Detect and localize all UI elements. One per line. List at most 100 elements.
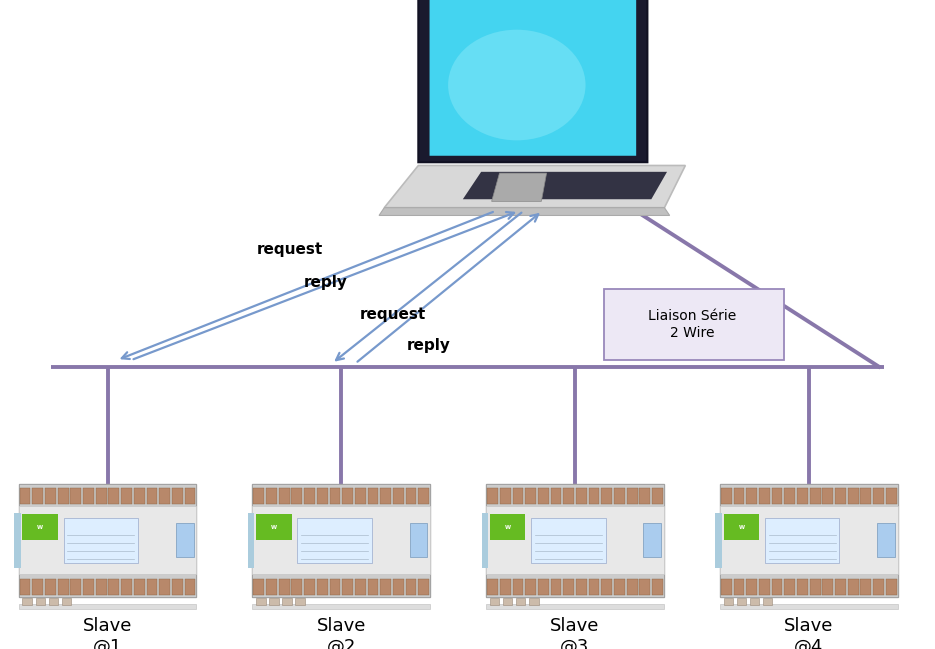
Text: W: W	[37, 525, 43, 530]
Bar	[614, 579, 625, 595]
Bar	[122, 579, 132, 595]
FancyBboxPatch shape	[604, 289, 784, 360]
FancyArrowPatch shape	[134, 212, 514, 359]
Bar	[292, 579, 302, 595]
Bar	[147, 488, 157, 504]
Bar	[516, 598, 525, 605]
Bar	[576, 488, 587, 504]
Bar	[45, 579, 56, 595]
Bar	[797, 488, 808, 504]
Bar	[20, 579, 31, 595]
Bar	[418, 579, 429, 595]
Bar	[771, 579, 783, 595]
Bar	[873, 488, 884, 504]
Bar	[253, 488, 265, 504]
Bar	[122, 488, 132, 504]
Bar	[83, 579, 94, 595]
Bar	[652, 488, 663, 504]
Bar	[304, 579, 315, 595]
Bar	[503, 598, 512, 605]
Bar	[643, 523, 661, 557]
Bar	[83, 488, 94, 504]
Bar	[367, 488, 379, 504]
Text: Liaison Série
2 Wire: Liaison Série 2 Wire	[648, 310, 736, 339]
Polygon shape	[379, 208, 669, 215]
Bar	[551, 579, 561, 595]
Bar	[860, 488, 871, 504]
Bar	[266, 488, 277, 504]
Bar	[134, 579, 145, 595]
Bar	[342, 488, 353, 504]
Bar	[252, 604, 430, 609]
Bar	[282, 598, 292, 605]
Bar	[22, 598, 32, 605]
Bar	[490, 598, 499, 605]
Bar	[486, 484, 664, 506]
Bar	[406, 579, 416, 595]
Bar	[70, 579, 81, 595]
Text: Slave
@3: Slave @3	[551, 617, 599, 649]
Bar	[256, 515, 292, 540]
Bar	[551, 488, 561, 504]
Bar	[885, 488, 897, 504]
Bar	[720, 574, 898, 597]
Bar	[487, 488, 498, 504]
Bar	[297, 519, 372, 563]
Bar	[20, 488, 31, 504]
Bar	[724, 598, 733, 605]
Bar	[525, 488, 536, 504]
Polygon shape	[384, 165, 685, 208]
Bar	[256, 598, 266, 605]
Bar	[393, 488, 404, 504]
Bar	[860, 579, 871, 595]
Bar	[563, 488, 574, 504]
Bar	[848, 488, 858, 504]
Bar	[737, 598, 746, 605]
Bar	[317, 488, 327, 504]
Bar	[252, 574, 430, 597]
Polygon shape	[418, 0, 647, 162]
Bar	[279, 488, 290, 504]
Bar	[784, 488, 795, 504]
Bar	[134, 488, 145, 504]
FancyArrowPatch shape	[336, 213, 522, 360]
Bar	[746, 488, 757, 504]
Bar	[295, 598, 305, 605]
Text: request: request	[360, 307, 426, 323]
Bar	[172, 579, 182, 595]
Bar	[108, 579, 120, 595]
Bar	[410, 523, 427, 557]
Bar	[159, 488, 170, 504]
Bar	[355, 488, 366, 504]
Bar	[176, 523, 194, 557]
Bar	[64, 519, 138, 563]
Bar	[640, 579, 650, 595]
Bar	[763, 598, 772, 605]
Text: request: request	[257, 242, 324, 258]
Bar	[253, 579, 265, 595]
Bar	[482, 513, 488, 567]
Bar	[62, 598, 71, 605]
Bar	[720, 604, 898, 609]
Bar	[22, 515, 58, 540]
Bar	[734, 488, 744, 504]
Bar	[589, 488, 599, 504]
Bar	[759, 488, 770, 504]
Bar	[36, 598, 45, 605]
Bar	[19, 604, 196, 609]
Bar	[724, 515, 759, 540]
Bar	[512, 579, 524, 595]
Bar	[750, 598, 759, 605]
Bar	[576, 579, 587, 595]
Bar	[367, 579, 379, 595]
Text: reply: reply	[304, 275, 348, 290]
Bar	[720, 484, 898, 506]
Bar	[614, 488, 625, 504]
Bar	[45, 488, 56, 504]
Bar	[601, 579, 612, 595]
Bar	[252, 484, 430, 506]
Bar	[342, 579, 353, 595]
Polygon shape	[429, 0, 636, 156]
Bar	[292, 488, 302, 504]
Bar	[329, 579, 340, 595]
